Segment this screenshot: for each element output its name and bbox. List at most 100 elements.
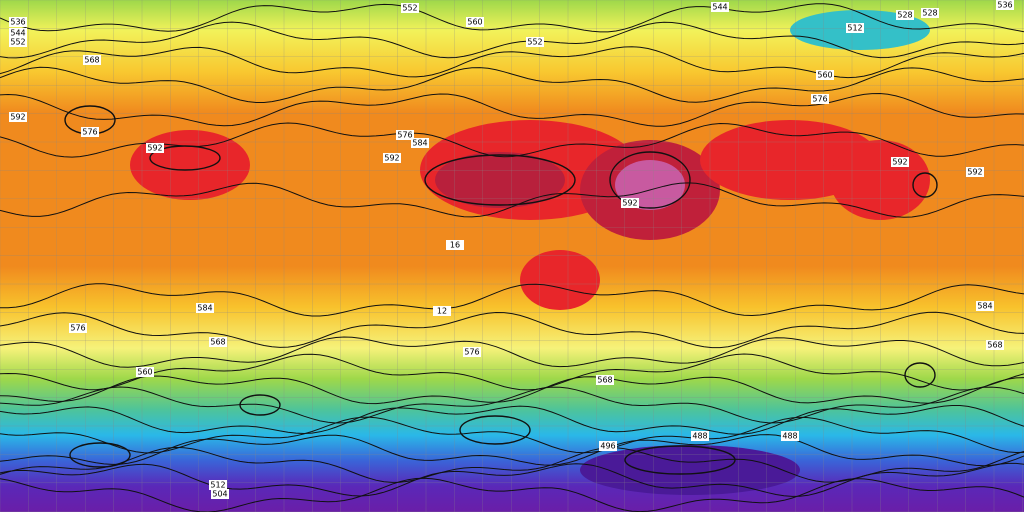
label-background <box>9 17 27 27</box>
heat-area <box>520 250 600 310</box>
contour-ring <box>624 445 736 475</box>
contour-label: 592 <box>892 158 907 167</box>
label-background <box>846 23 864 33</box>
contour-ring <box>149 145 221 171</box>
label-background <box>691 431 709 441</box>
contours <box>0 3 1024 512</box>
contour-line <box>0 182 1024 218</box>
label-background <box>383 153 401 163</box>
contour-line <box>0 477 1024 512</box>
contour-label: 528 <box>897 11 912 20</box>
label-background <box>69 323 87 333</box>
contour-label: 488 <box>782 432 797 441</box>
contour-label: 576 <box>70 324 85 333</box>
label-background <box>816 70 834 80</box>
label-background <box>466 17 484 27</box>
label-background <box>966 167 984 177</box>
cold-area <box>580 445 800 495</box>
contour-label: 576 <box>82 128 97 137</box>
contour-ring <box>424 154 576 206</box>
contour-ring <box>239 394 281 416</box>
contour-label: 12 <box>437 307 447 316</box>
contour-line <box>0 462 1024 497</box>
contour-label: 576 <box>812 95 827 104</box>
label-background <box>711 2 729 12</box>
contour-label: 528 <box>922 9 937 18</box>
label-background <box>596 375 614 385</box>
contour-label: 536 <box>997 1 1012 10</box>
label-background <box>996 0 1014 10</box>
contour-label: 512 <box>847 24 862 33</box>
label-background <box>146 143 164 153</box>
label-background <box>599 441 617 451</box>
contour-label: 592 <box>967 168 982 177</box>
contour-label: 544 <box>712 3 727 12</box>
contour-line <box>0 3 1024 33</box>
label-background <box>781 431 799 441</box>
contour-ring <box>912 172 938 198</box>
label-background <box>896 10 914 20</box>
contour-line <box>0 46 1024 79</box>
contour-label: 560 <box>817 71 832 80</box>
label-background <box>209 337 227 347</box>
contour-label: 552 <box>10 38 25 47</box>
contour-line <box>0 405 1024 435</box>
contour-label: 488 <box>692 432 707 441</box>
contour-label: 552 <box>527 38 542 47</box>
contour-line <box>0 336 1024 368</box>
contour-label: 504 <box>212 490 227 499</box>
contour-line <box>0 353 1024 391</box>
contour-label: 560 <box>467 18 482 27</box>
contour-label: 568 <box>597 376 612 385</box>
heat-area <box>615 160 685 210</box>
contour-ring <box>69 442 131 468</box>
contour-line <box>0 122 1024 158</box>
contour-label: 552 <box>402 4 417 13</box>
contour-label: 584 <box>412 139 427 148</box>
label-background <box>136 367 154 377</box>
label-background <box>83 55 101 65</box>
contour-line <box>0 375 1024 405</box>
heat-area <box>435 152 565 208</box>
contour-label: 568 <box>987 341 1002 350</box>
contour-label: 16 <box>450 241 460 250</box>
label-background <box>811 94 829 104</box>
label-background <box>81 127 99 137</box>
label-background <box>446 240 464 250</box>
contour-line <box>0 92 1024 127</box>
label-background <box>986 340 1004 350</box>
label-background <box>9 28 27 38</box>
contour-ring <box>904 362 936 388</box>
contour-label: 584 <box>197 304 212 313</box>
label-background <box>621 198 639 208</box>
label-background <box>9 112 27 122</box>
label-background <box>463 347 481 357</box>
label-background <box>891 157 909 167</box>
label-background <box>433 306 451 316</box>
contour-ring <box>609 151 691 209</box>
contour-label: 584 <box>977 302 992 311</box>
label-background <box>921 8 939 18</box>
contour-label: 576 <box>397 131 412 140</box>
label-background <box>526 37 544 47</box>
contour-label: 496 <box>600 442 615 451</box>
contour-line <box>0 21 1024 59</box>
contour-label: 592 <box>10 113 25 122</box>
label-background <box>401 3 419 13</box>
contour-line <box>0 311 1024 349</box>
contour-label: 512 <box>210 481 225 490</box>
contour-line <box>0 283 1024 317</box>
label-background <box>9 37 27 47</box>
contour-label: 592 <box>384 154 399 163</box>
contour-ring <box>459 415 531 445</box>
contour-label: 576 <box>464 348 479 357</box>
contour-line <box>0 386 1024 424</box>
label-background <box>196 303 214 313</box>
heat-area <box>130 130 250 200</box>
label-background <box>209 480 227 490</box>
contour-label: 592 <box>622 199 637 208</box>
